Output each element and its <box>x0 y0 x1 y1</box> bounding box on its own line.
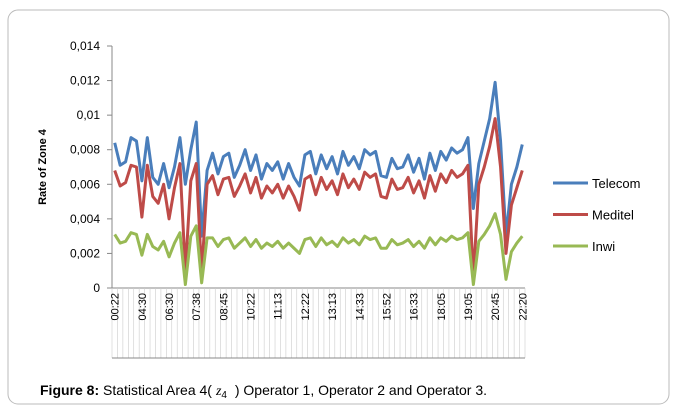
frame <box>7 9 670 405</box>
y-tick-label: 0,01 <box>77 108 101 122</box>
caption-text: Statistical Area 4( <box>99 382 212 398</box>
x-tick-label: 06:30 <box>164 293 176 321</box>
x-tick-label: 15:52 <box>381 293 393 321</box>
series-line <box>113 212 524 287</box>
legend-label: Telecom <box>592 176 640 191</box>
x-tick-label: 16:33 <box>409 293 421 321</box>
series-line <box>113 80 524 238</box>
x-tick-label: 10:22 <box>246 293 258 321</box>
legend-label: Meditel <box>592 208 634 223</box>
x-tick-label: 07:38 <box>191 293 203 321</box>
x-tick-label: 11:13 <box>273 293 285 320</box>
x-tick-label: 19:05 <box>463 293 475 321</box>
x-tick-label: 18:05 <box>436 293 448 321</box>
caption-symbol: z <box>215 384 222 399</box>
y-tick-label: 0,004 <box>70 212 100 226</box>
caption-label: Figure 8: <box>40 382 99 398</box>
x-tick-label: 04:30 <box>137 293 149 321</box>
x-tick-label: 00:22 <box>110 293 122 321</box>
y-tick-label: 0,014 <box>70 39 100 53</box>
y-tick-label: 0,012 <box>70 74 100 88</box>
x-tick-label: 12:22 <box>300 293 312 321</box>
y-tick-label: 0,002 <box>70 246 100 260</box>
y-axis-label: Rate of Zone 4 <box>37 128 49 205</box>
y-tick-label: 0,008 <box>70 143 100 157</box>
series-line <box>113 117 524 280</box>
x-tick-label: 08:45 <box>218 293 230 321</box>
x-tick-label: 13:13 <box>327 293 339 321</box>
x-tick-label: 22:20 <box>517 293 529 321</box>
x-tick-label: 20:45 <box>490 293 502 321</box>
caption-subscript: 4 <box>221 390 227 401</box>
y-tick-label: 0 <box>93 281 100 295</box>
caption: Figure 8: Statistical Area 4(z4 ) Operat… <box>40 382 487 401</box>
y-tick-label: 0,006 <box>70 177 100 191</box>
x-tick-label: 14:33 <box>354 293 366 321</box>
legend-label: Inwi <box>592 239 615 254</box>
caption-text: ) Operator 1, Operator 2 and Operator 3. <box>231 382 487 398</box>
